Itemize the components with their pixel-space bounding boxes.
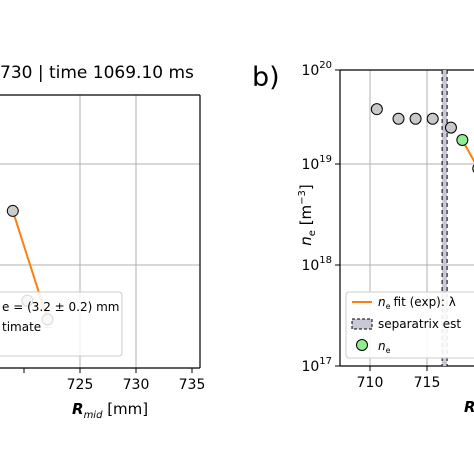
left-xtick-label: 735	[179, 377, 206, 393]
right-legend-box	[345, 291, 474, 359]
left-panel: 730 | time 1069.10 ms 725 730 735 Rmid […	[0, 63, 205, 421]
legend-ne-label: ne	[378, 339, 391, 355]
left-x-ticks: 725 730 735	[23, 368, 206, 393]
right-data-point	[392, 112, 405, 125]
right-fit-point	[456, 133, 469, 146]
right-xlabel: R	[464, 398, 474, 416]
left-legend-entry: timate	[2, 320, 41, 334]
right-data-point	[444, 121, 457, 134]
left-legend-box	[0, 291, 123, 357]
panel-label-b: b)	[252, 62, 280, 93]
right-data-point	[370, 103, 383, 116]
right-axes-frame	[339, 69, 474, 367]
legend-ne-marker-swatch	[356, 339, 368, 351]
legend-fit-label: ne fit (exp): λ	[378, 295, 456, 311]
separatrix-band	[442, 70, 448, 366]
right-ytick-label: 1020	[301, 60, 332, 79]
right-ytick-label: 1019	[301, 154, 332, 173]
right-xtick-label: 715	[414, 375, 441, 391]
left-xtick-label: 730	[123, 377, 150, 393]
left-legend: e = (3.2 ± 0.2) mm timate	[0, 291, 123, 357]
right-data-point	[409, 112, 422, 125]
right-ytick-label: 1017	[301, 356, 332, 375]
left-xlabel: Rmid [mm]	[72, 400, 148, 421]
legend-separatrix-swatch	[351, 318, 373, 330]
right-ylabel: ne [m−3]	[297, 184, 318, 246]
right-x-ticks: 710 715	[357, 366, 441, 391]
left-legend-entry: e = (3.2 ± 0.2) mm	[2, 300, 119, 314]
legend-separatrix-label: separatrix est	[378, 317, 461, 331]
right-panel: b) 1020 1019 1018 1017 710 715	[252, 60, 474, 416]
left-title: 730 | time 1069.10 ms	[0, 63, 194, 83]
right-legend: ne fit (exp): λ separatrix est ne	[345, 291, 474, 359]
right-ytick-label: 1018	[301, 255, 332, 274]
right-data-point	[426, 112, 439, 125]
left-xtick-label: 725	[67, 377, 94, 393]
left-data-point	[6, 204, 19, 217]
right-data-layer	[370, 70, 474, 366]
left-axes-frame	[0, 94, 201, 369]
right-xtick-label: 710	[357, 375, 384, 391]
